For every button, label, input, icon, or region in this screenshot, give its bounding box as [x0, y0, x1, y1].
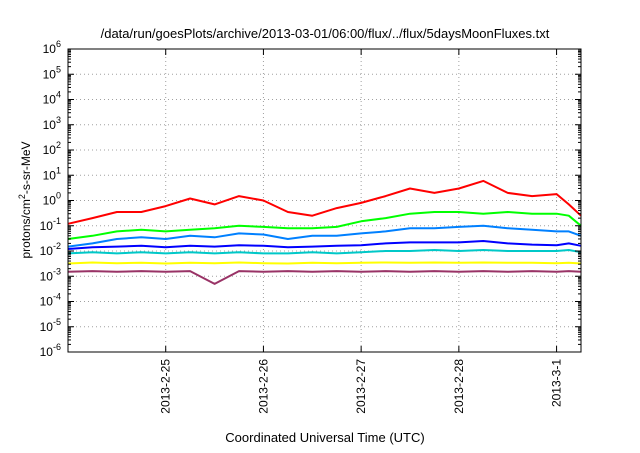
- y-tick-label: 100: [43, 191, 61, 208]
- y-tick-label: 10-3: [40, 266, 61, 283]
- y-axis-label: protons/cm2-s-sr-MeV: [17, 141, 33, 258]
- y-tick-label: 10-4: [40, 292, 61, 309]
- series-line-6: [67, 261, 582, 265]
- series-line-4: [67, 240, 582, 250]
- y-tick-label: 105: [43, 64, 61, 81]
- y-tick-label: 102: [43, 140, 61, 157]
- y-tick-label: 104: [43, 90, 61, 107]
- x-axis: 2013-2-25 2013-2-26 2013-2-27 2013-2-28 2013…: [159, 49, 564, 414]
- x-axis-label: Coordinated Universal Time (UTC): [225, 430, 424, 445]
- y-tick-label: 10-1: [40, 216, 61, 233]
- plot-area: [67, 179, 582, 285]
- y-tick-label: 10-6: [40, 342, 61, 359]
- y-tick-label: 10-5: [40, 317, 61, 334]
- series-line-2: [67, 211, 582, 240]
- chart-title: /data/run/goesPlots/archive/2013-03-01/0…: [101, 26, 550, 41]
- series-line-7: [67, 270, 582, 285]
- x-tick-label: 2013-2-26: [256, 359, 270, 414]
- y-tick-label: 10-2: [40, 241, 61, 258]
- x-tick-label: 2013-2-25: [159, 359, 173, 414]
- y-tick-label: 103: [43, 115, 61, 132]
- x-tick-label: 2013-2-27: [354, 359, 368, 414]
- series-line-5: [67, 249, 582, 255]
- series-line-1: [67, 179, 582, 225]
- x-tick-label: 2013-3-1: [550, 359, 564, 407]
- y-tick-label: 101: [43, 165, 61, 182]
- x-tick-label: 2013-2-28: [452, 359, 466, 414]
- y-axis: 10-6 10-5 10-4 10-3 10-2 10-1 100 101 102 103 104 1…: [40, 39, 581, 359]
- grid: [68, 49, 581, 352]
- series-line-3: [67, 224, 582, 248]
- y-tick-label: 106: [43, 39, 61, 56]
